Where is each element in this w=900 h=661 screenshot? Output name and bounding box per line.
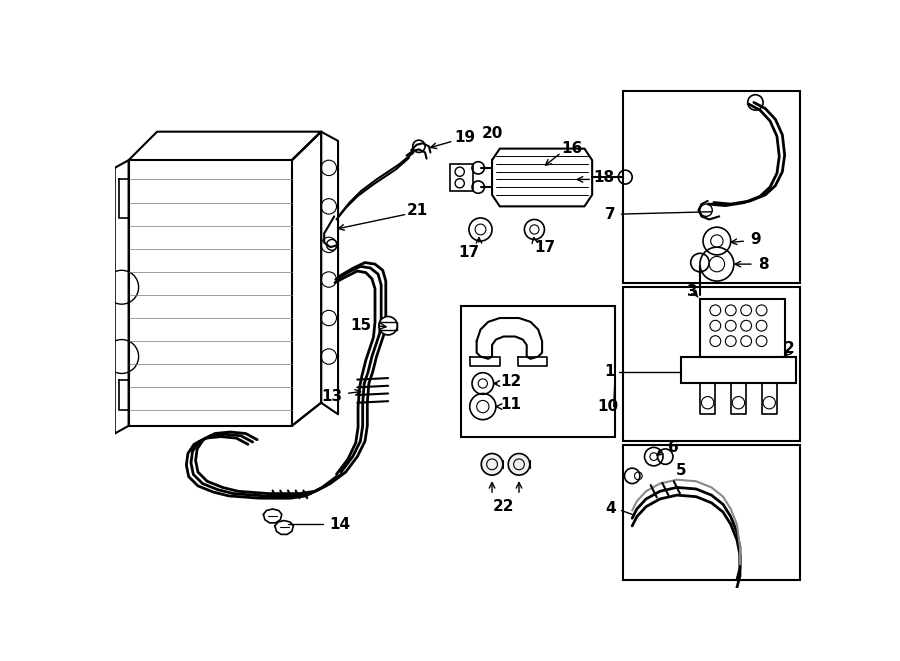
Text: 18: 18 [593, 170, 615, 184]
Text: 11: 11 [500, 397, 522, 412]
Circle shape [482, 453, 503, 475]
Circle shape [379, 317, 397, 335]
Bar [680, 356, 796, 383]
Text: 17: 17 [534, 240, 555, 254]
Circle shape [508, 453, 530, 475]
Text: 14: 14 [329, 517, 351, 532]
Bar [700, 299, 785, 356]
Text: 15: 15 [351, 318, 372, 333]
Text: 12: 12 [500, 373, 522, 389]
Text: 4: 4 [606, 501, 616, 516]
Text: 9: 9 [750, 232, 760, 247]
Text: 2: 2 [784, 341, 795, 356]
Text: 6: 6 [668, 440, 679, 455]
Text: 1: 1 [605, 364, 615, 379]
Bar [623, 288, 800, 442]
Bar [450, 164, 472, 191]
Bar [461, 307, 616, 438]
Text: 16: 16 [562, 141, 583, 156]
Text: 21: 21 [407, 203, 428, 217]
Text: 22: 22 [493, 499, 515, 514]
Text: 3: 3 [687, 284, 698, 299]
Text: 20: 20 [482, 126, 503, 141]
Bar [623, 91, 800, 284]
Bar [623, 445, 800, 580]
Text: 19: 19 [454, 130, 476, 145]
Text: 8: 8 [759, 256, 769, 272]
Text: 5: 5 [675, 463, 686, 478]
Text: 13: 13 [321, 389, 343, 404]
Text: 17: 17 [458, 245, 480, 260]
Text: 7: 7 [606, 207, 616, 221]
Text: 10: 10 [597, 399, 618, 414]
